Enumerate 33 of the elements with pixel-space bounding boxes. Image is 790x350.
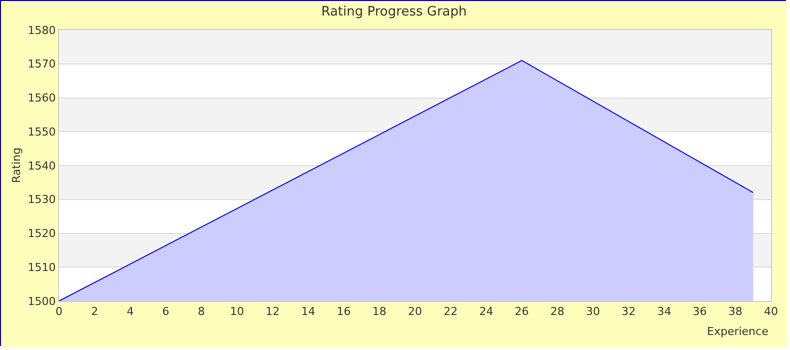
x-tick-label: 14	[301, 305, 316, 318]
x-tick-label: 34	[657, 305, 672, 318]
y-tick-label: 1550	[28, 125, 56, 138]
x-tick-label: 30	[586, 305, 600, 318]
x-tick-label: 28	[550, 305, 564, 318]
x-tick-label: 32	[622, 305, 636, 318]
x-tick-label: 24	[479, 305, 494, 318]
x-tick-label: 38	[728, 305, 742, 318]
x-tick-label: 12	[266, 305, 280, 318]
x-tick-label: 40	[764, 305, 778, 318]
x-tick-label: 6	[162, 305, 170, 318]
x-tick-label: 10	[230, 305, 244, 318]
x-tick-label: 26	[514, 305, 529, 318]
x-tick-label: 2	[91, 305, 98, 318]
x-axis-title: Experience	[707, 325, 769, 338]
x-tick-label: 18	[372, 305, 386, 318]
chart-title: Rating Progress Graph	[321, 4, 467, 20]
y-tick-label: 1520	[28, 227, 56, 240]
y-tick-label: 1570	[28, 58, 56, 71]
y-tick-label: 1540	[28, 159, 56, 172]
x-tick-label: 16	[336, 305, 351, 318]
y-tick-label: 1500	[28, 294, 56, 308]
y-tick-label: 1560	[28, 92, 56, 105]
x-tick-label: 0	[56, 305, 62, 318]
y-tick-label: 1530	[28, 193, 56, 206]
x-tick-label: 22	[444, 305, 458, 318]
x-tick-label: 8	[198, 305, 205, 318]
x-tick-label: 4	[126, 305, 134, 318]
x-tick-label: 36	[692, 305, 707, 318]
y-tick-label: 1580	[28, 24, 56, 37]
y-tick-label: 1510	[28, 260, 56, 274]
y-axis-title: Rating	[10, 148, 23, 183]
x-tick-label: 20	[408, 305, 422, 318]
